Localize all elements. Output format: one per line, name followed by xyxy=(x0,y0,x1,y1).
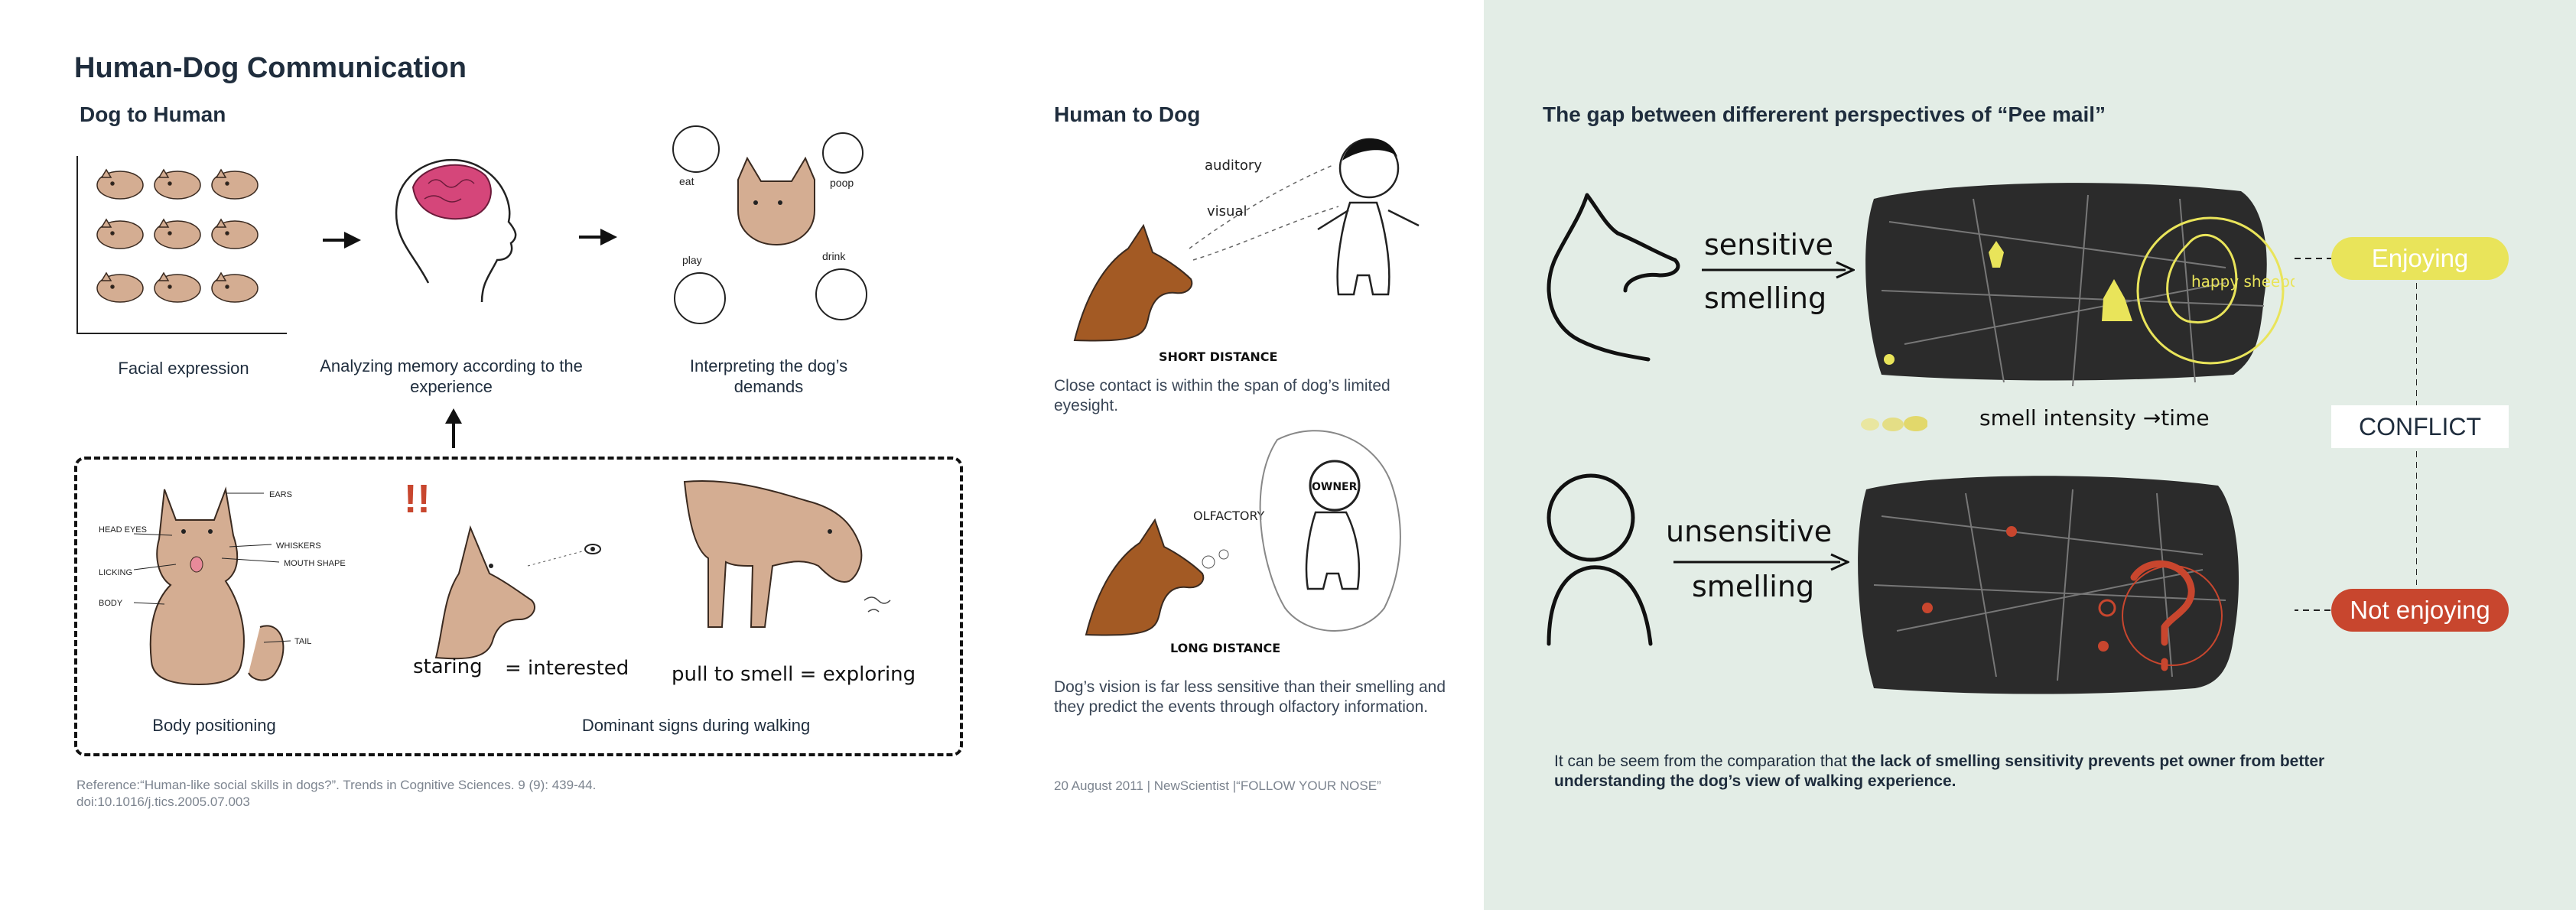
arrow-up-icon xyxy=(445,408,462,448)
label-pull-to-smell: pull to smell = exploring xyxy=(672,663,916,686)
facial-expression-sketch xyxy=(76,156,287,334)
short-distance-sketch: auditory visual SHORT DISTANCE xyxy=(1073,138,1420,364)
not-enjoying-badge: Not enjoying xyxy=(2331,589,2509,632)
label-olfactory: OLFACTORY xyxy=(1193,509,1265,523)
label-poop: poop xyxy=(830,177,854,189)
owner-view-map xyxy=(1858,476,2239,694)
label-auditory: auditory xyxy=(1205,158,1262,174)
label-smelling-top: smelling xyxy=(1704,281,1827,315)
enjoying-badge: Enjoying xyxy=(2331,237,2509,280)
conclusion-text: It can be seem from the comparation that… xyxy=(1554,752,2434,791)
label-tail: TAIL xyxy=(294,637,311,646)
conclusion-bold: the lack of smelling sensitivity prevent… xyxy=(1554,752,2325,790)
sniffing-dog-sketch: pull to smell = exploring xyxy=(672,480,916,686)
label-long-distance: LONG DISTANCE xyxy=(1170,641,1280,655)
label-body: BODY xyxy=(99,599,123,608)
label-head-eyes: HEAD EYES xyxy=(99,525,147,535)
arrow-right-icon xyxy=(323,232,361,249)
label-sensitive: sensitive xyxy=(1704,228,1833,262)
conflict-connectors xyxy=(2295,258,2417,611)
caption-interpreting-demands: Interpreting the dog’s demands xyxy=(689,356,848,396)
label-eat: eat xyxy=(679,175,694,187)
conclusion-plain: It can be seem from the comparation that xyxy=(1554,752,1852,770)
label-ears: EARS xyxy=(269,490,292,499)
label-smelling-bottom: smelling xyxy=(1692,570,1815,603)
label-interested: = interested xyxy=(505,657,627,680)
body-positioning-sketch: EARS HEAD EYES LICKING BODY WHISKERS MOU… xyxy=(99,486,346,686)
arrow-sensitive-icon xyxy=(1702,261,1855,279)
label-happy-sheepdog: happy sheepdog xyxy=(2191,272,2295,291)
source-citation: 20 August 2011 | NewScientist |“FOLLOW Y… xyxy=(1054,778,1381,793)
label-licking: LICKING xyxy=(99,568,132,577)
label-staring: staring xyxy=(413,655,483,678)
para-dog-vision: Dog’s vision is far less sensitive than … xyxy=(1054,678,1446,716)
dog-demands-sketch: eat poop play drink xyxy=(672,125,867,324)
label-mouth-shape: MOUTH SHAPE xyxy=(284,559,346,568)
caption-facial-expression: Facial expression xyxy=(118,359,249,378)
smell-intensity-dots xyxy=(1861,416,1927,431)
exclamation-icon: !! xyxy=(404,477,431,522)
label-drink: drink xyxy=(822,250,846,262)
arrow-unsensitive-icon xyxy=(1673,553,1849,571)
staring-dog-sketch: !! staring = interested xyxy=(404,477,627,680)
dog-view-map: happy sheepdog xyxy=(1865,183,2295,387)
para-close-contact: Close contact is within the span of dog’… xyxy=(1054,377,1390,414)
label-unsensitive: unsensitive xyxy=(1666,515,1833,548)
human-to-dog-heading: Human to Dog xyxy=(1054,102,1201,126)
dog-outline-icon xyxy=(1547,193,1680,362)
label-owner: OWNER xyxy=(1312,481,1358,493)
gap-heading: The gap between differerent perspectives… xyxy=(1543,102,2106,126)
reference-citation: Reference:“Human-like social skills in d… xyxy=(76,778,597,809)
brain-head-sketch xyxy=(395,158,517,303)
label-visual: visual xyxy=(1207,203,1247,219)
label-short-distance: SHORT DISTANCE xyxy=(1159,349,1277,364)
conflict-label: CONFLICT xyxy=(2331,405,2509,448)
arrow-right-icon-2 xyxy=(579,229,617,245)
dog-to-human-heading: Dog to Human xyxy=(80,102,226,126)
gap-panel-background xyxy=(1484,0,2576,910)
label-play: play xyxy=(682,254,702,266)
caption-body-positioning: Body positioning xyxy=(152,716,276,735)
caption-dominant-signs: Dominant signs during walking xyxy=(581,716,811,735)
page-title: Human-Dog Communication xyxy=(74,52,467,84)
long-distance-sketch: OLFACTORY OWNER LONG DISTANCE xyxy=(1085,430,1401,655)
label-smell-intensity-time: smell intensity →time xyxy=(1979,405,2210,431)
body-signals-dashed-box xyxy=(74,457,963,756)
caption-analyzing-memory: Analyzing memory according to the experi… xyxy=(320,356,583,396)
label-whiskers: WHISKERS xyxy=(276,541,321,551)
person-outline-icon xyxy=(1547,473,1653,646)
